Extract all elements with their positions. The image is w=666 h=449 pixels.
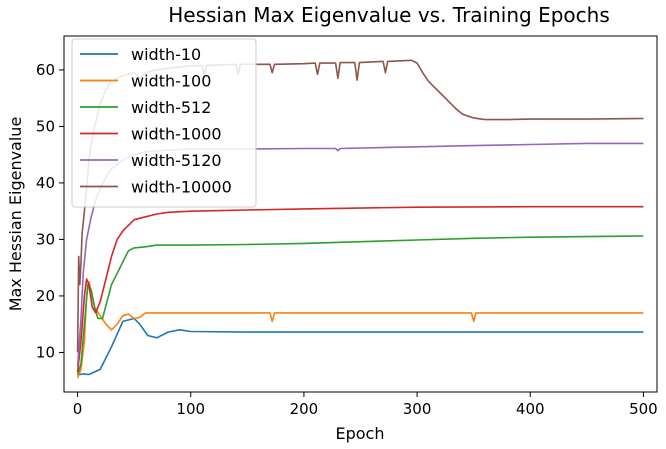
y-axis-label: Max Hessian Eigenvalue [6, 117, 25, 312]
tick-layer: 0 100 200 300 400 500 10 20 30 40 50 60 [36, 61, 658, 418]
legend-label: width-1000 [131, 125, 222, 144]
y-tick-label: 30 [36, 230, 55, 248]
series-line-width-100 [76, 281, 644, 379]
x-tick-label: 100 [176, 400, 205, 418]
chart-title: Hessian Max Eigenvalue vs. Training Epoc… [168, 3, 610, 27]
plot-frame [63, 35, 658, 393]
x-tick-label: 0 [73, 400, 83, 418]
series-line-width-1000 [76, 205, 644, 373]
legend-label: width-10 [131, 45, 201, 64]
y-tick-label: 50 [36, 117, 55, 135]
x-axis-label: Epoch [336, 424, 385, 443]
x-tick-label: 300 [403, 400, 432, 418]
legend-label: width-5120 [131, 151, 222, 170]
y-tick-label: 10 [36, 343, 55, 361]
legend: width-10 width-100 width-512 width-1000 widt… [71, 38, 257, 208]
y-tick-label: 40 [36, 174, 55, 192]
x-tick-label: 200 [290, 400, 319, 418]
x-tick-label: 400 [516, 400, 545, 418]
series-line-width-10 [77, 317, 644, 376]
legend-label: width-10000 [131, 178, 232, 197]
series-line-width-512 [76, 235, 644, 376]
y-tick-label: 20 [36, 287, 55, 305]
x-tick-label: 500 [629, 400, 658, 418]
legend-label: width-100 [131, 72, 211, 91]
y-tick-label: 60 [36, 61, 55, 79]
legend-label: width-512 [131, 98, 211, 117]
